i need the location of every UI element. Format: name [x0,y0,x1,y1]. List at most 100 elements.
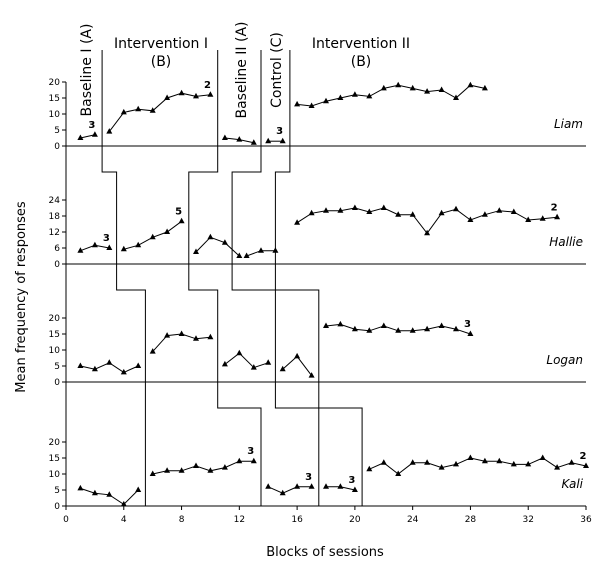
data-point-marker [221,134,228,140]
data-point-marker [539,454,546,460]
series-line [369,457,587,475]
data-point-marker [308,483,315,489]
data-point-marker [106,491,113,497]
data-point-marker [337,320,344,327]
phase-label: Baseline II (A) [234,21,250,118]
x-tick-label: 12 [234,515,245,525]
data-point-marker [351,204,358,210]
y-tick-label: 20 [49,314,61,324]
data-point-marker [258,247,264,253]
data-point-marker [467,81,474,88]
session-count-label: 3 [103,233,110,244]
data-point-marker [149,470,156,476]
chart-frame [62,81,587,510]
data-point-marker [380,459,387,465]
phase-label: Intervention I [114,36,208,52]
data-point-marker [207,91,214,97]
data-point-marker [337,207,344,213]
data-point-marker [279,365,286,372]
data-point-marker [265,137,272,144]
series-line [282,355,312,376]
data-point-marker [164,94,171,100]
y-tick-label: 18 [49,212,61,222]
data-point-marker [496,207,503,213]
data-point-marker [77,362,84,368]
session-count-label: 3 [247,446,254,457]
data-point-marker [510,208,517,214]
data-point-marker [265,483,272,489]
session-count-label: 2 [551,202,558,213]
y-tick-label: 20 [49,78,61,88]
data-point-marker [265,359,272,365]
data-point-marker [91,365,98,372]
data-point-marker [77,247,84,253]
data-point-marker [164,228,171,234]
data-point-marker [193,92,199,99]
phase-label: Baseline I (A) [79,24,95,117]
x-tick-label: 16 [291,515,303,525]
data-point-marker [279,489,286,496]
data-point-marker [91,241,98,248]
y-tick-label: 10 [49,346,61,356]
data-point-marker [366,465,373,472]
data-point-marker [337,94,344,100]
data-point-marker [395,327,402,333]
session-count-label: 3 [305,472,312,483]
data-point-marker [453,460,459,467]
x-tick-label: 8 [179,515,185,525]
y-tick-label: 6 [54,244,60,254]
data-point-marker [77,134,84,140]
series-line [195,236,240,257]
data-point-marker [568,459,575,465]
data-point-marker [120,245,127,252]
data-point-marker [120,500,127,507]
data-point-marker [178,217,185,224]
participant-name: Liam [554,117,583,131]
y-tick-label: 12 [49,228,60,238]
data-point-marker [120,368,127,375]
phase-change-line [101,50,146,506]
data-point-marker [178,467,185,473]
data-point-marker [236,252,243,258]
data-point-marker [250,457,257,464]
data-point-marker [207,467,214,473]
data-point-marker [164,332,171,338]
data-point-marker [236,349,243,356]
data-point-marker [467,454,474,460]
data-point-marker [351,325,358,332]
y-tick-label: 10 [49,470,61,480]
data-point-marker [207,333,214,340]
x-axis-label: Blocks of sessions [266,545,384,560]
data-point-marker [438,86,445,92]
data-point-marker [106,244,113,250]
x-tick-label: 36 [580,515,592,525]
data-point-marker [323,322,329,328]
data-point-marker [351,91,358,97]
y-tick-label: 10 [49,110,61,120]
session-count-label: 3 [464,319,471,330]
data-point-marker [481,84,488,91]
data-series [77,81,589,507]
data-point-marker [221,239,228,245]
phase-label: Intervention II [312,36,410,52]
session-count-label: 3 [348,475,355,486]
session-count-label: 3 [88,120,95,131]
x-tick-label: 4 [121,515,127,525]
data-point-marker [395,470,402,476]
data-point-marker [135,105,142,112]
y-tick-label: 15 [49,454,60,464]
data-point-marker [149,348,156,354]
data-point-marker [424,325,431,332]
y-tick-label: 15 [49,330,60,340]
data-point-marker [467,330,474,336]
y-tick-label: 0 [54,502,60,512]
y-axis-label: Mean frequency of responses [14,201,29,393]
data-point-marker [409,327,416,333]
series-line [297,84,486,107]
data-point-marker [106,359,113,365]
x-tick-label: 20 [349,515,361,525]
data-point-marker [221,464,228,470]
data-point-marker [409,84,416,91]
data-point-marker [272,247,279,253]
data-point-marker [193,335,199,341]
